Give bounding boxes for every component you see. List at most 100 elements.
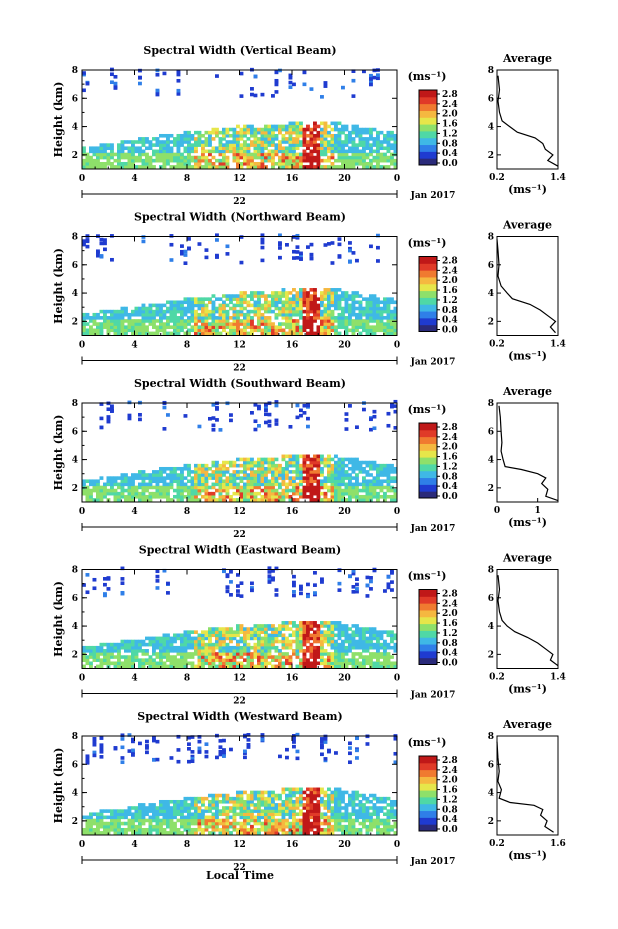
heatmap-cell <box>334 485 338 490</box>
heatmap-cell <box>215 328 219 333</box>
heatmap-cell <box>190 799 195 804</box>
heatmap-cell <box>330 288 335 292</box>
heatmap-cell <box>309 470 314 474</box>
colorbar-segment <box>419 324 437 332</box>
heatmap-cell <box>225 244 230 249</box>
heatmap-cell <box>85 155 90 160</box>
heatmap-cell <box>292 165 296 169</box>
colorbar-title: (ms⁻¹) <box>408 70 447 83</box>
heatmap-cell <box>348 482 352 487</box>
heatmap-cell <box>124 809 128 813</box>
heatmap-cell <box>145 140 149 144</box>
heatmap-cell <box>362 636 366 641</box>
heatmap-cell <box>260 645 265 650</box>
heatmap-cell <box>253 403 258 407</box>
heatmap-cell <box>355 494 359 499</box>
heatmap-cell <box>372 158 377 163</box>
heatmap-cell <box>369 658 373 662</box>
heatmap-cell <box>162 303 167 308</box>
heatmap-cell <box>334 624 338 628</box>
heatmap-cell <box>355 642 359 647</box>
heatmap-cell <box>309 87 314 91</box>
heatmap-cell <box>106 658 111 662</box>
heatmap-cell <box>267 624 272 628</box>
heatmap-cell <box>201 661 205 666</box>
heatmap-cell <box>372 460 377 465</box>
heatmap-cell <box>99 241 104 246</box>
heatmap-cell <box>208 799 212 804</box>
heatmap-cell <box>159 470 163 474</box>
heatmap-cell <box>260 240 265 245</box>
heatmap-cell <box>155 655 160 659</box>
heatmap-cell <box>138 491 142 496</box>
heatmap-cell <box>197 140 202 144</box>
heatmap-cell <box>355 325 359 329</box>
heatmap-cell <box>187 806 191 810</box>
heatmap-cell <box>92 485 97 490</box>
heatmap-cell <box>211 427 216 432</box>
heatmap-cell <box>197 498 202 502</box>
heatmap-cell <box>190 796 195 801</box>
heatmap-cell <box>337 466 342 471</box>
heatmap-cell <box>250 127 254 132</box>
heatmap-cell <box>215 463 219 468</box>
heatmap-cell <box>96 827 100 832</box>
heatmap-cell <box>306 627 310 631</box>
heatmap-cell <box>92 658 97 662</box>
heatmap-cell <box>131 158 135 163</box>
heatmap-cell <box>222 133 226 138</box>
heatmap-cell <box>131 815 135 820</box>
heatmap-cell <box>320 630 324 634</box>
heatmap-cell <box>348 476 352 480</box>
heatmap-cell <box>295 146 300 151</box>
heatmap-cell <box>103 577 107 581</box>
heatmap-cell <box>99 488 104 493</box>
heatmap-cell <box>260 796 265 801</box>
heatmap-cell <box>393 312 398 317</box>
heatmap-cell <box>236 325 240 329</box>
heatmap-cell <box>155 491 160 496</box>
heatmap-cell <box>362 479 366 484</box>
heatmap-cell <box>390 143 394 147</box>
heatmap-cell <box>274 422 279 426</box>
heatmap-cell <box>211 482 216 487</box>
heatmap-cell <box>222 325 226 329</box>
heatmap-cell <box>243 291 247 295</box>
heatmap-cell <box>341 297 345 301</box>
heatmap-cell <box>292 235 296 239</box>
heatmap-cell <box>323 316 328 320</box>
heatmap-cell <box>232 649 237 653</box>
heatmap-cell <box>138 68 142 73</box>
heatmap-cell <box>271 639 275 644</box>
heatmap-cell <box>169 140 174 144</box>
x-tick-label: 16 <box>286 341 299 351</box>
heatmap-cell <box>176 133 181 138</box>
heatmap-cell <box>131 812 135 817</box>
heatmap-cell <box>89 664 93 669</box>
heatmap-cell <box>302 658 307 662</box>
heatmap-cell <box>267 325 272 329</box>
heatmap-cell <box>148 476 153 480</box>
heatmap-cell <box>166 491 170 496</box>
heatmap-cell <box>208 476 212 480</box>
heatmap-cell <box>166 473 170 477</box>
heatmap-cell <box>236 796 240 801</box>
heatmap-cell <box>134 306 139 311</box>
heatmap-cell <box>299 309 303 314</box>
heatmap-cell <box>292 256 296 260</box>
heatmap-cell <box>236 664 240 669</box>
heatmap-cell <box>215 630 219 634</box>
heatmap-cell <box>348 494 352 499</box>
heatmap-cell <box>204 754 209 759</box>
heatmap-cell <box>215 627 219 631</box>
heatmap-cell <box>355 630 359 634</box>
heatmap-cell <box>246 322 251 326</box>
heatmap-cell <box>131 309 135 314</box>
heatmap-cell <box>309 149 314 154</box>
heatmap-cell <box>334 325 338 329</box>
heatmap-cell <box>204 642 209 647</box>
heatmap-cell <box>169 331 174 336</box>
heatmap-cell <box>229 328 233 333</box>
heatmap-cell <box>243 133 247 138</box>
heatmap-cell <box>190 652 195 656</box>
